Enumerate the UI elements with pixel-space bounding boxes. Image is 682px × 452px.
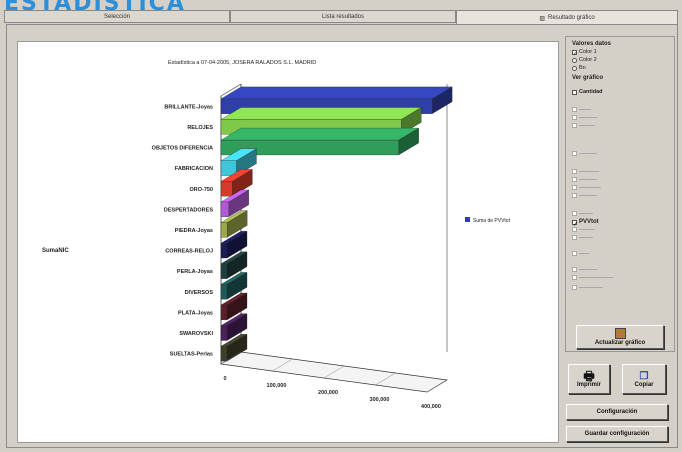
y-axis-label: SumaNIC — [42, 248, 69, 254]
bn-option[interactable]: Bn — [572, 65, 586, 71]
printer-icon: 🖶 — [583, 369, 595, 383]
category-label-11: SWAROVSKI — [179, 331, 213, 337]
disabled-option-10 — [572, 227, 595, 232]
bar-7 — [220, 243, 228, 259]
disabled-option-11 — [572, 235, 593, 240]
x-gridline-4 — [426, 379, 448, 393]
options-panel: Valores datos ✓ Color 1 Color 2 Bn Ver gr… — [565, 36, 675, 352]
bn-radio[interactable] — [572, 65, 577, 71]
disabled-option-8 — [572, 193, 597, 198]
category-label-7: CORREAS-RELOJ — [165, 249, 213, 255]
x-tick-label-0: 0 — [223, 376, 226, 382]
disabled-option-1 — [572, 107, 591, 112]
actualizar-grafico-label: Actualizar gráfico — [594, 340, 646, 346]
disabled-option-7 — [572, 185, 601, 190]
disabled-option-5 — [572, 169, 599, 174]
x-tick-label-4: 400,000 — [421, 404, 441, 410]
disabled-option-12 — [572, 251, 589, 256]
copy-icon: ❐ — [639, 370, 649, 382]
pvvtot-option[interactable]: ✓ PVVtot — [572, 219, 599, 228]
tab-seleccion[interactable]: Selección — [4, 10, 230, 23]
configuracion-button[interactable]: Configuración — [566, 404, 668, 420]
x-gridline-1 — [272, 358, 293, 372]
disabled-option-9 — [572, 211, 593, 216]
bar-10 — [220, 304, 228, 321]
top-depth-edge — [220, 83, 242, 97]
bar-12 — [220, 346, 228, 362]
chart-area: Estadística a 07-04-2005, JOSERA RALADOS… — [17, 41, 559, 443]
bar-6 — [220, 222, 228, 238]
x-tick-label-1: 100,000 — [267, 383, 287, 389]
disabled-option-13 — [572, 267, 597, 272]
copiar-button[interactable]: ❐ Copiar — [622, 364, 666, 394]
category-label-4: ORO-750 — [189, 187, 213, 193]
imprimir-label: Imprimir — [576, 382, 601, 388]
bar-8 — [220, 263, 228, 279]
legend-label: Suma de PVVtot — [473, 218, 511, 224]
legend-swatch — [465, 217, 470, 222]
color2-option[interactable]: Color 2 — [572, 57, 597, 63]
x-gridline-3 — [375, 372, 396, 386]
category-label-5: DESPERTADORES — [164, 207, 213, 213]
disabled-option-2 — [572, 115, 597, 120]
x-tick-label-3: 300,000 — [370, 397, 390, 403]
disabled-option-14 — [572, 275, 613, 280]
cantidad-checkbox[interactable] — [572, 89, 577, 95]
color2-radio[interactable] — [572, 57, 577, 63]
bar-2 — [220, 139, 399, 156]
x-gridline-0 — [220, 351, 242, 365]
category-label-8: PERLA-Joyas — [177, 269, 213, 275]
bar-top-0 — [220, 86, 453, 100]
category-label-9: DIVERSOS — [185, 290, 214, 296]
x-tick-label-2: 200,000 — [318, 390, 338, 396]
chart-title: Estadística a 07-04-2005, JOSERA RALADOS… — [168, 60, 316, 66]
imprimir-button[interactable]: 🖶 Imprimir — [568, 364, 610, 394]
tab-resultado-grafico-label: Resultado gráfico — [547, 15, 595, 21]
guardar-configuracion-button[interactable]: Guardar configuración — [566, 426, 668, 442]
chart-tab-icon: ▥ — [539, 15, 545, 22]
bar-11 — [220, 325, 228, 341]
tab-bar: Selección Lista resultados ▥ Resultado gr… — [4, 10, 678, 25]
actualizar-grafico-button[interactable]: Actualizar gráfico — [576, 325, 664, 349]
category-label-0: BRILLANTE-Joyas — [164, 104, 213, 110]
bar-9 — [220, 284, 228, 300]
tab-resultado-grafico[interactable]: ▥ Resultado gráfico — [456, 10, 678, 25]
disabled-option-6 — [572, 177, 597, 182]
category-label-1: RELOJES — [187, 125, 213, 131]
category-label-3: FABRICACION — [175, 166, 213, 172]
bar-top-2 — [220, 127, 420, 141]
valores-datos-title: Valores datos — [572, 41, 612, 47]
disabled-option-4 — [572, 151, 597, 156]
category-label-12: SUELTAS-Perlas — [170, 352, 213, 358]
color1-checkbox[interactable]: ✓ — [572, 49, 578, 57]
refresh-chart-icon — [614, 328, 626, 339]
copiar-label: Copiar — [634, 381, 654, 388]
cantidad-option[interactable]: Cantidad — [572, 89, 603, 95]
bar-4 — [220, 181, 233, 197]
disabled-option-3 — [572, 123, 595, 128]
pvvtot-checkbox[interactable]: ✓ — [572, 219, 579, 228]
bar-5 — [220, 201, 229, 217]
category-label-6: PIEDRA-Joyas — [175, 228, 213, 234]
bar-3 — [220, 160, 237, 176]
bar-chart: Estadística a 07-04-2005, JOSERA RALADOS… — [42, 60, 511, 410]
disabled-option-15 — [572, 285, 603, 290]
tab-lista-resultados[interactable]: Lista resultados — [230, 10, 456, 23]
category-label-10: PLATA-Joyas — [178, 310, 213, 316]
color1-option[interactable]: ✓ Color 1 — [572, 49, 597, 57]
category-label-2: OBJETOS DIFERENCIA — [152, 146, 213, 152]
bar-top-1 — [220, 107, 422, 120]
ver-grafico-title: Ver gráfico — [572, 75, 604, 81]
x-gridline-2 — [323, 365, 345, 379]
